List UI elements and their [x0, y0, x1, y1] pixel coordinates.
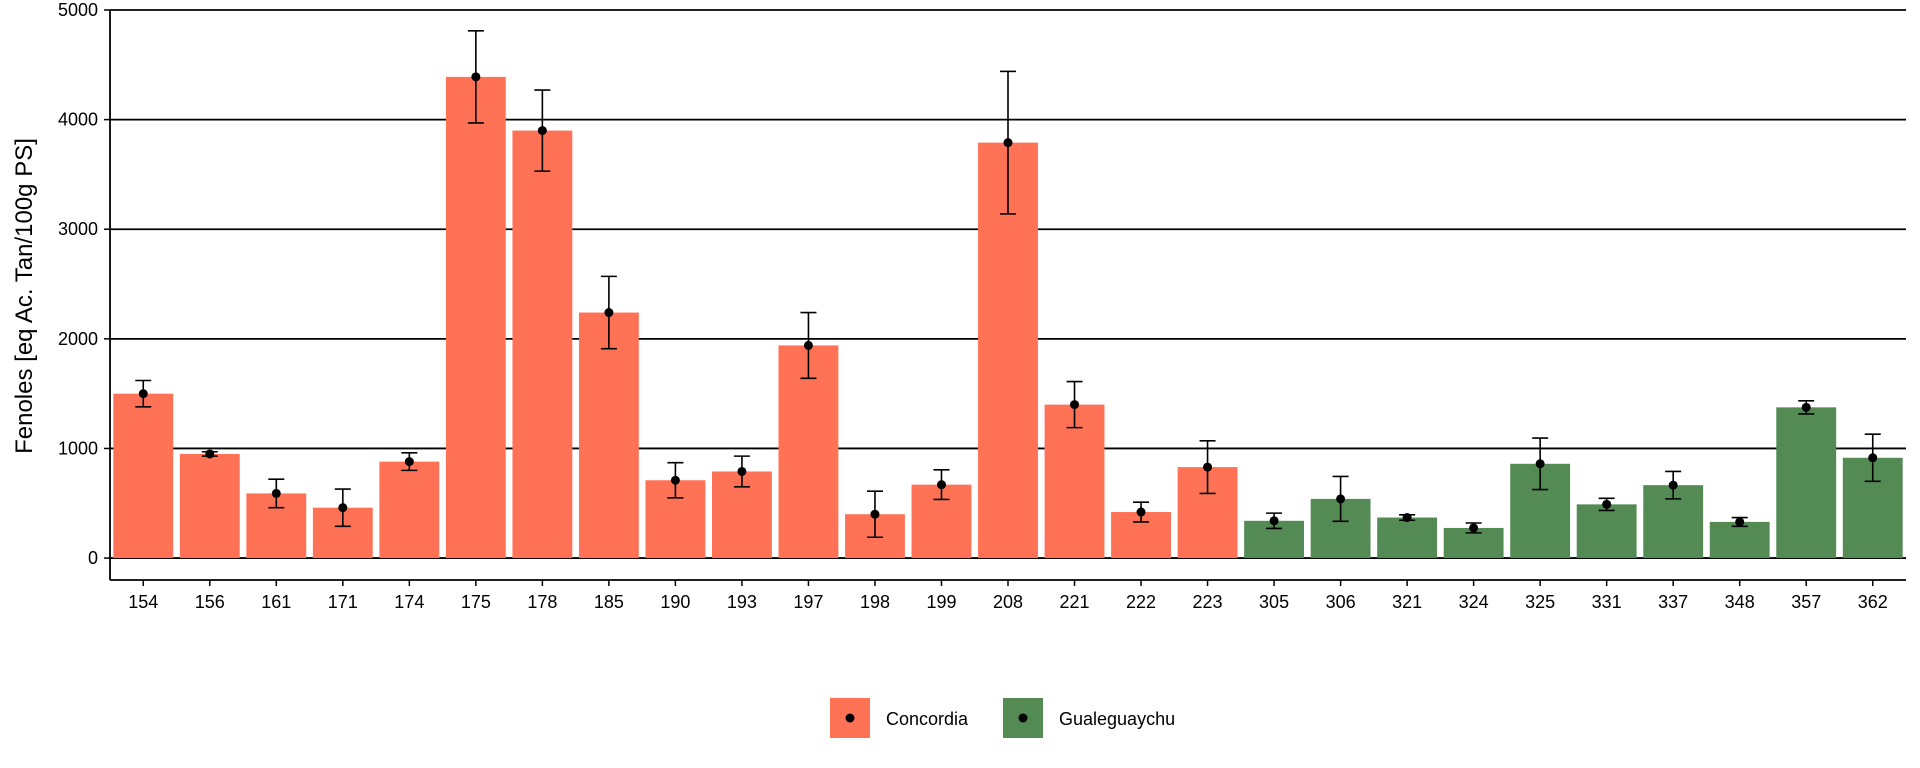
bar-178 [512, 130, 573, 559]
x-tick-label: 161 [261, 592, 291, 612]
y-tick-label: 3000 [58, 219, 98, 239]
mean-point-306 [1336, 494, 1346, 504]
x-tick-label: 325 [1525, 592, 1555, 612]
mean-point-193 [737, 466, 747, 476]
mean-point-174 [404, 457, 414, 467]
mean-point-337 [1668, 480, 1678, 490]
x-tick-label: 222 [1126, 592, 1156, 612]
x-tick-label: 193 [727, 592, 757, 612]
mean-point-199 [936, 480, 946, 490]
mean-point-362 [1868, 453, 1878, 463]
x-tick-label: 306 [1326, 592, 1356, 612]
bar-185 [578, 312, 639, 559]
mean-point-222 [1136, 507, 1146, 517]
bar-197 [778, 345, 839, 559]
x-tick-label: 174 [394, 592, 424, 612]
mean-point-156 [205, 449, 215, 459]
bar-156 [179, 453, 240, 559]
y-tick-labels: 0 1000 2000 3000 4000 5000 [58, 0, 98, 568]
mean-point-305 [1269, 516, 1279, 526]
x-tick-label: 221 [1059, 592, 1089, 612]
bar-175 [445, 76, 506, 559]
bar-154 [113, 393, 174, 559]
bar-357 [1776, 407, 1837, 559]
mean-point-321 [1402, 513, 1412, 523]
mean-point-175 [471, 72, 481, 82]
legend-point-glyph [1018, 713, 1028, 723]
mean-point-198 [870, 509, 880, 519]
x-tick-label: 198 [860, 592, 890, 612]
bar-174 [379, 461, 440, 559]
legend-label: Gualeguaychu [1059, 709, 1175, 729]
legend-item-gualeguaychu: Gualeguaychu [1003, 698, 1175, 738]
legend-item-concordia: Concordia [830, 698, 969, 738]
x-tick-label: 223 [1193, 592, 1223, 612]
legend-point-glyph [845, 713, 855, 723]
x-tick-label: 362 [1858, 592, 1888, 612]
x-tick-label: 305 [1259, 592, 1289, 612]
x-tick-label: 208 [993, 592, 1023, 612]
bar-331 [1576, 504, 1637, 559]
y-tick-label: 1000 [58, 438, 98, 458]
mean-point-197 [803, 340, 813, 350]
mean-point-221 [1070, 400, 1080, 410]
x-tick-label: 156 [195, 592, 225, 612]
mean-point-348 [1735, 517, 1745, 527]
mean-point-324 [1469, 523, 1479, 533]
mean-point-357 [1801, 402, 1811, 412]
mean-point-178 [537, 126, 547, 136]
mean-point-190 [670, 475, 680, 485]
mean-point-171 [338, 503, 348, 513]
mean-point-325 [1535, 459, 1545, 469]
mean-point-223 [1203, 462, 1213, 472]
mean-point-161 [271, 488, 281, 498]
bar-321 [1377, 517, 1438, 559]
y-tick-label: 5000 [58, 0, 98, 20]
axes [104, 9, 1906, 586]
y-tick-label: 4000 [58, 110, 98, 130]
y-tick-label: 0 [88, 548, 98, 568]
y-tick-label: 2000 [58, 329, 98, 349]
mean-point-208 [1003, 138, 1013, 148]
legend-label: Concordia [886, 709, 969, 729]
x-tick-label: 324 [1459, 592, 1489, 612]
error-bars [135, 30, 1881, 539]
x-tick-label: 154 [128, 592, 158, 612]
y-axis-title: Fenoles [eq Ac. Tan/100g PS] [11, 138, 38, 454]
bar-221 [1044, 404, 1105, 559]
x-tick-label: 321 [1392, 592, 1422, 612]
x-tick-label: 357 [1791, 592, 1821, 612]
legend: Concordia Gualeguaychu [830, 698, 1175, 738]
x-tick-label: 199 [926, 592, 956, 612]
x-tick-label: 197 [793, 592, 823, 612]
mean-point-154 [138, 389, 148, 399]
mean-point-331 [1602, 499, 1612, 509]
x-tick-label: 178 [527, 592, 557, 612]
x-tick-label: 337 [1658, 592, 1688, 612]
x-tick-label: 331 [1592, 592, 1622, 612]
x-tick-label: 190 [660, 592, 690, 612]
x-tick-label: 171 [328, 592, 358, 612]
bars [113, 76, 1903, 559]
x-tick-label: 185 [594, 592, 624, 612]
x-tick-label: 175 [461, 592, 491, 612]
bar-348 [1709, 521, 1770, 559]
x-tick-labels: 154 156 161 171 174 175 178 185 190 193 197 198 199 2… [128, 592, 1888, 612]
x-tick-label: 348 [1725, 592, 1755, 612]
mean-point-185 [604, 308, 614, 318]
